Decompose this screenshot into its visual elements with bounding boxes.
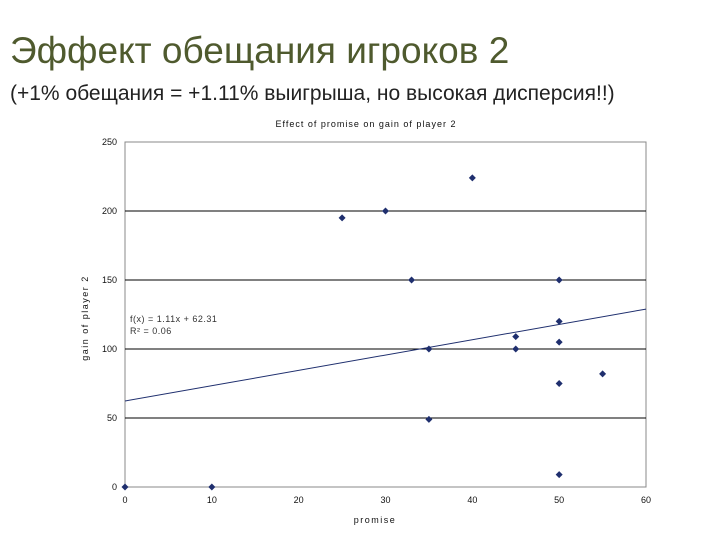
y-tick-label: 150 [102,275,117,285]
plot-area [124,141,647,488]
data-point [555,276,563,284]
chart-title: Effect of promise on gain of player 2 [276,119,457,129]
r-squared-label: R² = 0.06 [130,326,172,336]
data-point [599,370,607,378]
data-point [555,471,563,479]
data-point [512,333,520,341]
x-axis-label: promise [354,515,397,525]
x-tick-label: 50 [554,495,564,505]
data-point [555,317,563,325]
data-point [425,345,433,353]
slide-subtitle: (+1% обещания = +1.11% выигрыша, но высо… [10,82,615,105]
data-point [555,338,563,346]
data-points [121,174,607,491]
x-tick-label: 20 [294,495,304,505]
x-tick-label: 0 [122,495,127,505]
y-tick-label: 250 [102,137,117,147]
y-tick-label: 100 [102,344,117,354]
data-point [468,174,476,182]
x-tick-label: 60 [641,495,651,505]
data-point [208,483,216,491]
x-tick-label: 40 [467,495,477,505]
x-tick-label: 30 [380,495,390,505]
data-point [408,276,416,284]
data-point [121,483,129,491]
y-tick-label: 50 [107,413,117,423]
data-point [425,415,433,423]
y-tick-label: 0 [112,482,117,492]
x-axis-ticks: 0 10 20 30 40 50 60 [122,495,651,505]
trendline-equation: f(x) = 1.11x + 62.31 [130,314,217,324]
y-tick-label: 200 [102,206,117,216]
data-point [382,207,389,215]
slide-title: Эффект обещания игроков 2 [10,30,510,71]
x-tick-label: 10 [207,495,217,505]
y-axis-ticks: 0 50 100 150 200 250 [102,137,117,492]
data-point [338,214,346,222]
data-point [555,380,563,387]
data-point [512,345,520,353]
y-axis-label: gain of player 2 [80,275,90,361]
plot-border [124,141,647,488]
